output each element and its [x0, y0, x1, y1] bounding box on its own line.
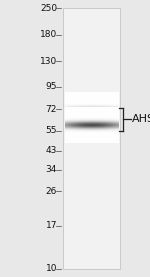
- Text: 180: 180: [40, 30, 57, 39]
- Text: kDa: kDa: [39, 0, 57, 2]
- Text: 26: 26: [46, 187, 57, 196]
- Text: 17: 17: [45, 221, 57, 230]
- Bar: [63, 8, 120, 269]
- Text: 43: 43: [46, 146, 57, 155]
- Text: 95: 95: [45, 82, 57, 91]
- Text: 72: 72: [46, 104, 57, 114]
- Text: 55: 55: [45, 126, 57, 135]
- Text: 250: 250: [40, 4, 57, 13]
- Text: 34: 34: [46, 165, 57, 174]
- Text: AHSG: AHSG: [132, 114, 150, 124]
- Text: 130: 130: [40, 57, 57, 66]
- Text: 10: 10: [45, 264, 57, 273]
